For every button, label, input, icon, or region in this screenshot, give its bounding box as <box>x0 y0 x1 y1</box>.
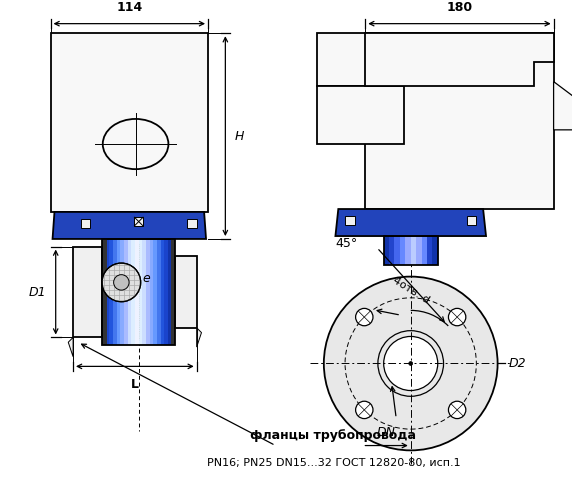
Text: 114: 114 <box>116 1 143 14</box>
Polygon shape <box>197 328 201 347</box>
Bar <box>171 239 175 345</box>
Polygon shape <box>68 337 73 357</box>
Text: DN: DN <box>377 426 396 439</box>
Ellipse shape <box>103 119 168 169</box>
Text: L: L <box>131 378 139 391</box>
Bar <box>135 239 139 345</box>
Bar <box>51 33 208 212</box>
Text: 4отв. d: 4отв. d <box>392 275 432 306</box>
Bar <box>132 239 135 345</box>
Text: 180: 180 <box>446 1 473 14</box>
Polygon shape <box>335 209 486 236</box>
Bar <box>345 216 354 225</box>
Circle shape <box>113 275 129 290</box>
Circle shape <box>378 331 443 396</box>
Bar <box>395 236 400 265</box>
Text: e: e <box>143 272 150 285</box>
Polygon shape <box>52 212 206 239</box>
Circle shape <box>356 401 373 419</box>
Text: H: H <box>235 130 244 143</box>
Text: фланцы трубопровода: фланцы трубопровода <box>250 429 417 442</box>
Bar <box>467 216 476 225</box>
Polygon shape <box>365 33 553 86</box>
Bar <box>411 236 416 265</box>
Bar <box>427 236 432 265</box>
Bar <box>127 239 132 345</box>
Bar <box>164 239 168 345</box>
Bar <box>102 239 106 345</box>
Bar <box>73 246 102 337</box>
Text: 45°: 45° <box>335 236 357 249</box>
Bar <box>384 236 438 265</box>
Bar <box>157 239 161 345</box>
Bar <box>113 239 117 345</box>
Bar <box>405 236 411 265</box>
Bar <box>172 239 175 345</box>
Bar <box>317 33 380 86</box>
Bar <box>139 239 143 345</box>
Circle shape <box>102 263 141 302</box>
Bar <box>365 33 553 209</box>
Polygon shape <box>553 82 573 130</box>
Bar <box>416 236 421 265</box>
Bar <box>187 218 197 228</box>
Bar <box>432 236 438 265</box>
Bar <box>175 257 197 328</box>
Text: D1: D1 <box>29 286 46 299</box>
Bar <box>117 239 120 345</box>
Circle shape <box>356 309 373 326</box>
Circle shape <box>324 277 498 450</box>
Bar <box>106 239 109 345</box>
Bar <box>109 239 113 345</box>
Bar <box>134 217 143 226</box>
Bar <box>154 239 157 345</box>
Bar <box>102 239 107 345</box>
Bar <box>102 239 175 345</box>
Text: PN16; PN25 DN15...32 ГОСТ 12820-80, исп.1: PN16; PN25 DN15...32 ГОСТ 12820-80, исп.… <box>207 458 460 468</box>
Bar <box>317 86 404 144</box>
Bar <box>146 239 150 345</box>
Bar <box>384 236 389 265</box>
Bar <box>150 239 154 345</box>
Bar <box>421 236 427 265</box>
Bar <box>124 239 127 345</box>
Bar <box>120 239 124 345</box>
Bar <box>143 239 146 345</box>
Bar <box>400 236 405 265</box>
Circle shape <box>409 362 413 365</box>
Text: D2: D2 <box>508 357 526 370</box>
Circle shape <box>384 337 438 390</box>
Bar <box>168 239 172 345</box>
Circle shape <box>449 309 466 326</box>
Bar <box>81 218 90 228</box>
Bar <box>161 239 164 345</box>
Circle shape <box>449 401 466 419</box>
Bar <box>389 236 395 265</box>
